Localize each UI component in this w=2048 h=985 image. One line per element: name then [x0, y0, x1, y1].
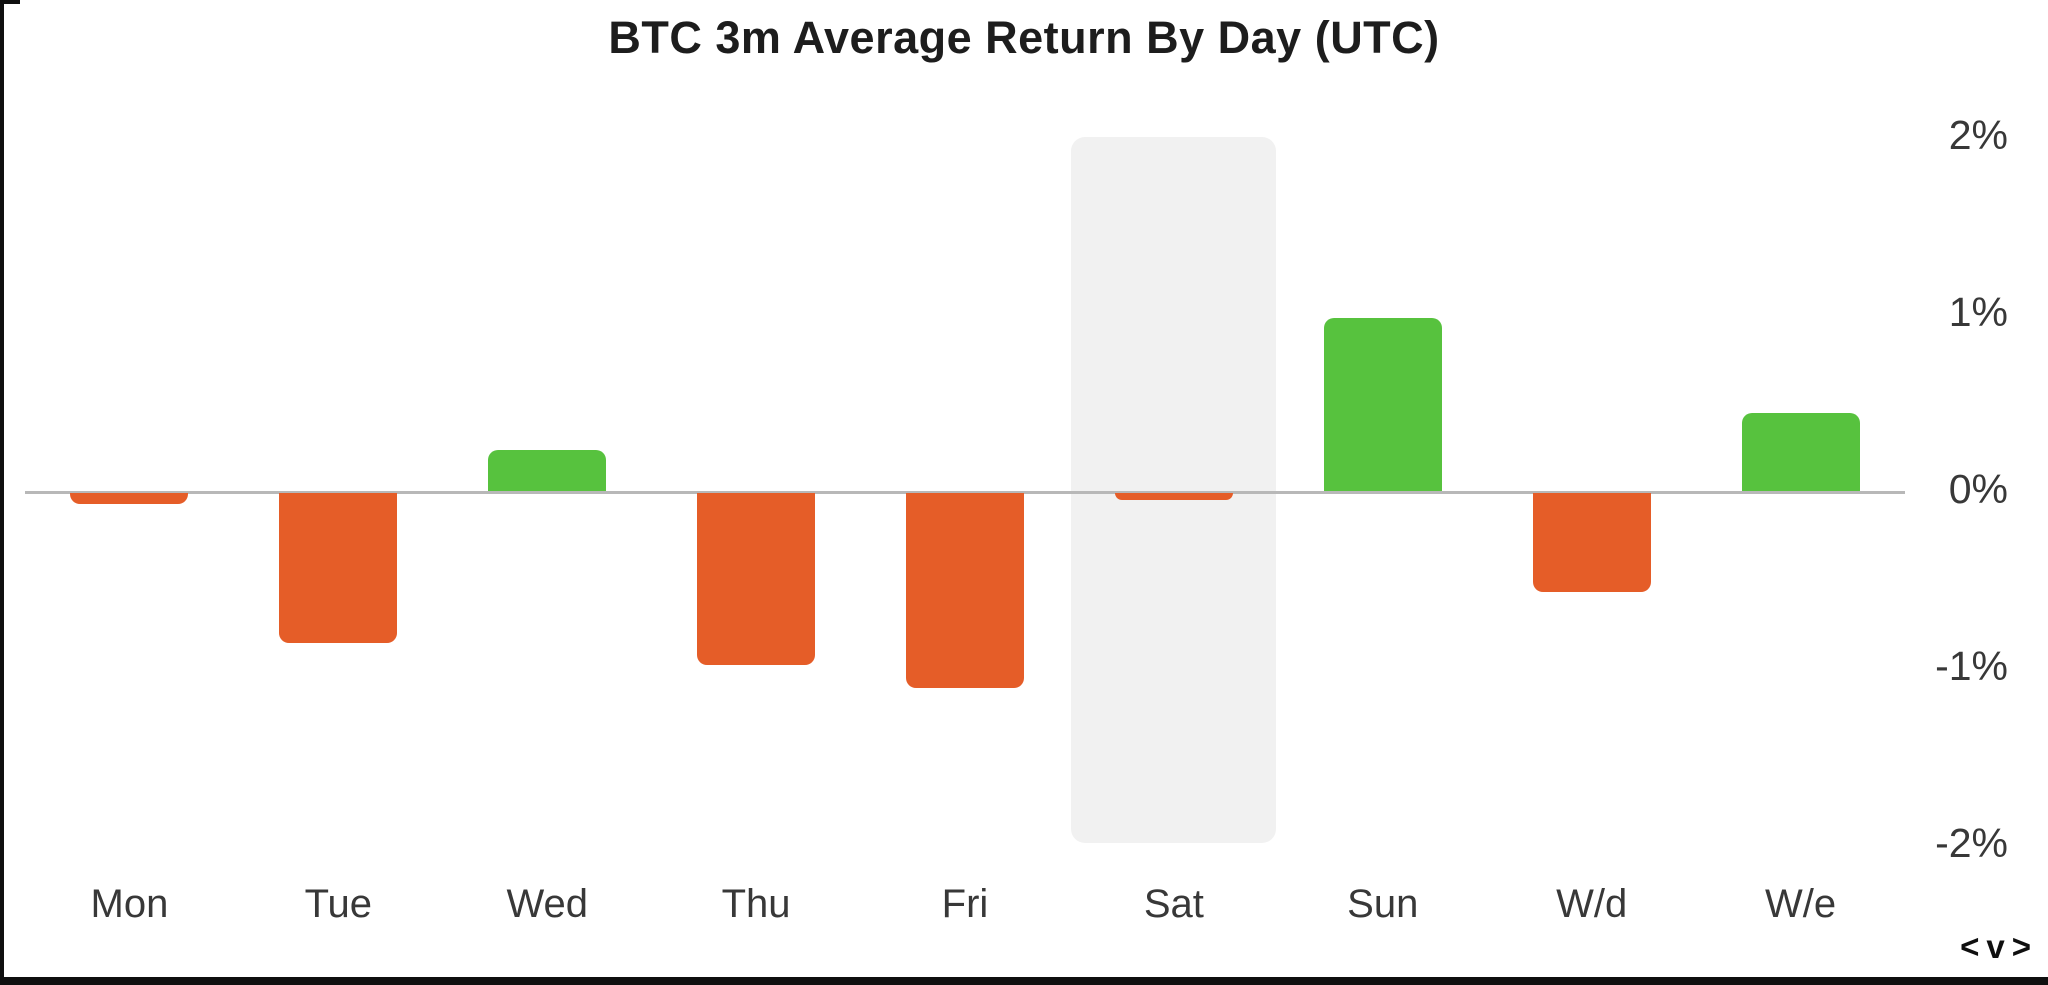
- y-label-0pct: 0%: [1948, 466, 2008, 512]
- x-label-thu: Thu: [721, 882, 791, 926]
- zero-axis-line: [25, 491, 1905, 494]
- y-label-neg2pct: -2%: [1935, 820, 2008, 866]
- highlight-band-sat: [1071, 137, 1277, 843]
- y-label-neg1pct: -1%: [1935, 643, 2008, 689]
- bar-tue[interactable]: [279, 493, 397, 643]
- bar-wed[interactable]: [488, 450, 606, 491]
- x-label-tue: Tue: [304, 882, 373, 926]
- frame-border-left: [0, 0, 4, 981]
- frame-border-bottom: [0, 977, 2048, 985]
- chart-nav: < v >: [1957, 928, 2035, 966]
- bar-we[interactable]: [1742, 413, 1860, 491]
- x-label-wd: W/d: [1556, 882, 1628, 926]
- bar-sun[interactable]: [1324, 318, 1442, 491]
- nav-next-button[interactable]: >: [2011, 928, 2032, 965]
- nav-toggle-button[interactable]: v: [1986, 928, 2006, 965]
- y-label-2pct: 2%: [1948, 112, 2008, 158]
- x-label-sun: Sun: [1347, 882, 1419, 926]
- x-label-fri: Fri: [941, 882, 989, 926]
- x-label-mon: Mon: [90, 882, 169, 926]
- nav-prev-button[interactable]: <: [1960, 928, 1981, 965]
- bar-wd[interactable]: [1533, 493, 1651, 592]
- frame-border-top-stub: [0, 0, 20, 4]
- x-label-we: W/e: [1764, 882, 1837, 926]
- y-label-1pct: 1%: [1948, 289, 2008, 335]
- chart-title: BTC 3m Average Return By Day (UTC): [608, 12, 1440, 63]
- bar-thu[interactable]: [697, 493, 815, 665]
- bar-sat[interactable]: [1115, 493, 1233, 500]
- x-label-wed: Wed: [506, 882, 588, 926]
- bar-fri[interactable]: [906, 493, 1024, 688]
- bar-mon[interactable]: [70, 493, 188, 504]
- x-label-sat: Sat: [1143, 882, 1204, 926]
